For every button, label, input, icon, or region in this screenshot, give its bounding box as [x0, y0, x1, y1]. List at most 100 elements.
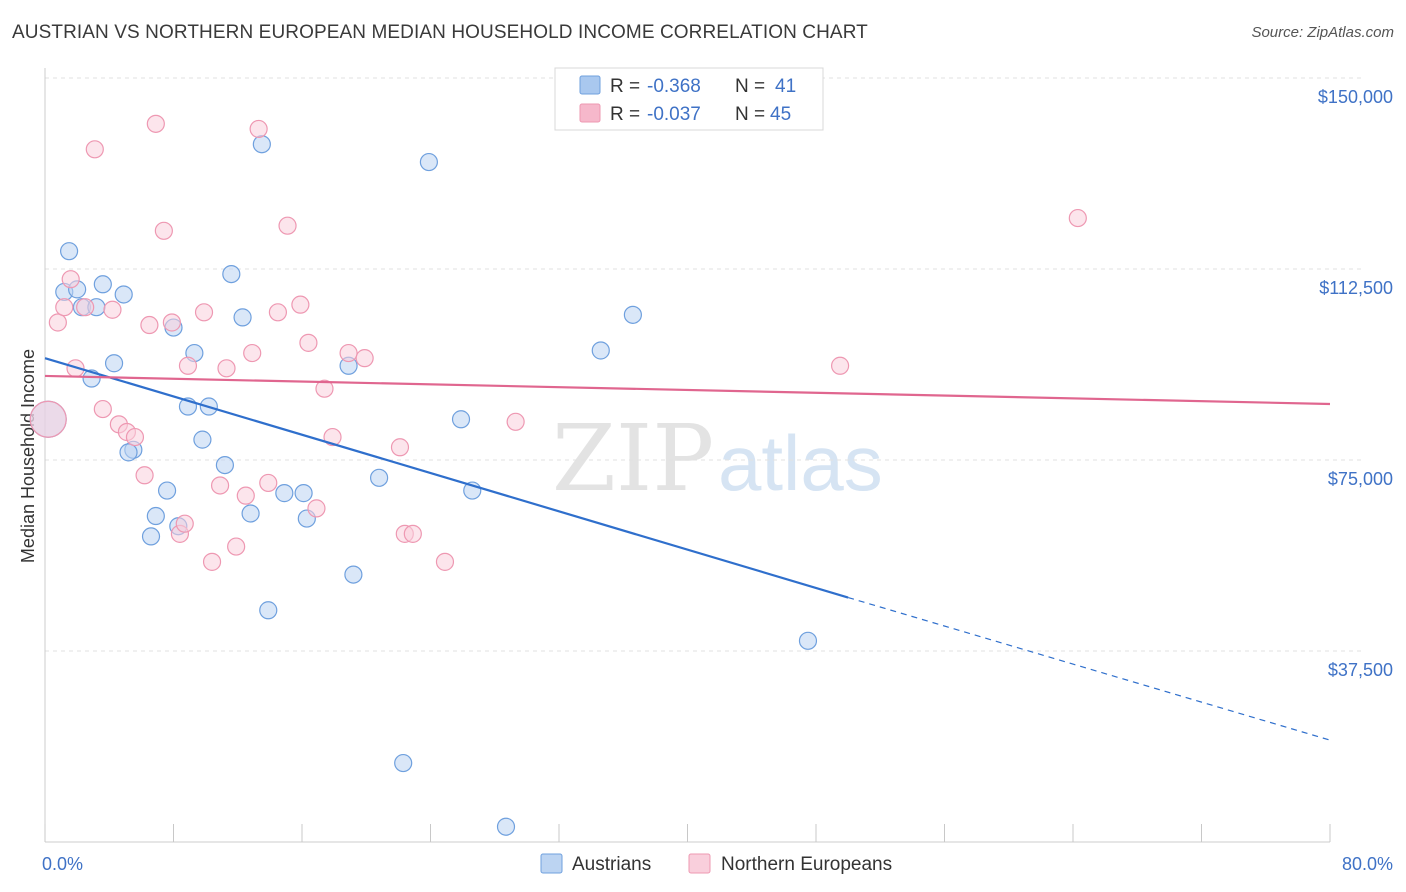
data-point: [307, 499, 326, 518]
data-point: [394, 753, 413, 773]
correlation-legend: R = -0.368 N = 41 R = -0.037 N = 45: [554, 67, 824, 131]
series-legend: Austrians Northern Europeans: [540, 853, 892, 875]
x-tick-label: 80.0%: [1342, 854, 1393, 874]
data-point: [451, 410, 471, 429]
trend-line-austrians: [44, 357, 849, 599]
data-point: [141, 527, 161, 546]
data-point: [419, 152, 438, 172]
data-point: [344, 565, 363, 584]
y-tick-label: $150,000: [1318, 87, 1393, 107]
data-point: [93, 399, 112, 419]
data-point: [135, 466, 154, 485]
series-legend-label-northern-europeans: Northern Europeans: [721, 854, 892, 875]
x-tick-labels: 0.0% 80.0%: [42, 854, 1393, 874]
trend-lines: [44, 357, 1331, 741]
watermark: ZIP atlas: [552, 405, 883, 512]
legend-r-label: R =: [610, 104, 640, 125]
data-point: [249, 119, 268, 139]
series-legend-label-austrians: Austrians: [572, 854, 651, 875]
data-point: [93, 275, 112, 294]
data-point: [146, 114, 165, 133]
data-point: [798, 631, 818, 650]
legend-r-value: -0.368: [647, 76, 701, 97]
data-point: [278, 216, 297, 235]
data-point: [233, 308, 252, 327]
data-point: [162, 313, 181, 332]
data-point: [59, 242, 79, 261]
data-point: [157, 481, 177, 500]
data-point: [830, 356, 850, 375]
data-point: [175, 514, 194, 533]
legend-swatch-austrians: [579, 75, 601, 95]
series-northern-europeans-points: [29, 114, 1087, 571]
data-point: [125, 427, 145, 447]
data-point: [275, 484, 294, 503]
watermark-zip: ZIP: [552, 405, 714, 512]
data-point: [202, 552, 222, 571]
data-point: [241, 504, 260, 523]
data-point: [435, 552, 455, 571]
watermark-atlas: atlas: [718, 419, 883, 507]
data-point: [259, 601, 278, 620]
data-point: [1068, 208, 1087, 228]
data-point: [243, 343, 262, 363]
data-point: [114, 285, 133, 304]
legend-r-label: R =: [610, 76, 640, 97]
data-point: [104, 354, 124, 373]
data-point: [48, 313, 67, 332]
data-point: [178, 356, 198, 375]
data-point: [140, 315, 159, 335]
data-point: [222, 264, 241, 284]
legend-swatch-northern-europeans: [579, 103, 601, 123]
legend-n-label: N =: [735, 76, 765, 97]
data-point: [339, 343, 358, 363]
chart-title: AUSTRIAN VS NORTHERN EUROPEAN MEDIAN HOU…: [12, 22, 868, 43]
y-tick-labels: $150,000 $112,500 $75,000 $37,500: [1318, 87, 1393, 680]
y-tick-label: $112,500: [1319, 278, 1393, 298]
legend-n-value: 45: [770, 104, 791, 125]
axes: [44, 68, 1331, 843]
trend-line-austrians-extension: [847, 596, 1331, 741]
data-point: [355, 349, 374, 368]
y-tick-label: $75,000: [1328, 469, 1393, 489]
y-tick-label: $37,500: [1328, 660, 1393, 680]
legend-r-value: -0.037: [647, 104, 701, 125]
source-credit: Source: ZipAtlas.com: [1251, 24, 1394, 41]
data-point: [496, 817, 516, 836]
data-point: [390, 438, 410, 457]
data-point: [146, 506, 165, 526]
data-point: [370, 468, 389, 487]
data-point: [591, 341, 610, 360]
data-point: [236, 486, 255, 505]
gridlines: [45, 77, 1365, 652]
data-point: [294, 484, 313, 503]
data-point: [76, 298, 95, 317]
data-point: [403, 524, 422, 543]
data-point: [85, 140, 104, 159]
data-point: [259, 473, 278, 493]
data-point: [623, 305, 642, 324]
data-point: [506, 412, 525, 431]
legend-n-value: 41: [775, 76, 796, 97]
trend-line-northern-europeans: [44, 374, 1331, 406]
data-point: [323, 427, 342, 447]
data-point: [252, 135, 271, 154]
data-point: [268, 303, 288, 322]
data-point: [55, 298, 74, 317]
data-point: [227, 537, 246, 556]
data-point: [103, 300, 122, 319]
data-point: [119, 443, 138, 462]
data-point: [315, 379, 334, 398]
data-point: [194, 303, 214, 322]
x-tick-label: 0.0%: [42, 854, 83, 874]
data-point: [210, 476, 230, 495]
series-legend-swatch-northern-europeans: [688, 853, 711, 874]
data-point: [61, 270, 80, 289]
data-point: [154, 221, 173, 240]
data-point: [215, 455, 234, 475]
data-point: [217, 359, 236, 378]
data-point: [29, 400, 67, 438]
series-legend-swatch-austrians: [540, 853, 563, 874]
data-point: [193, 430, 212, 449]
